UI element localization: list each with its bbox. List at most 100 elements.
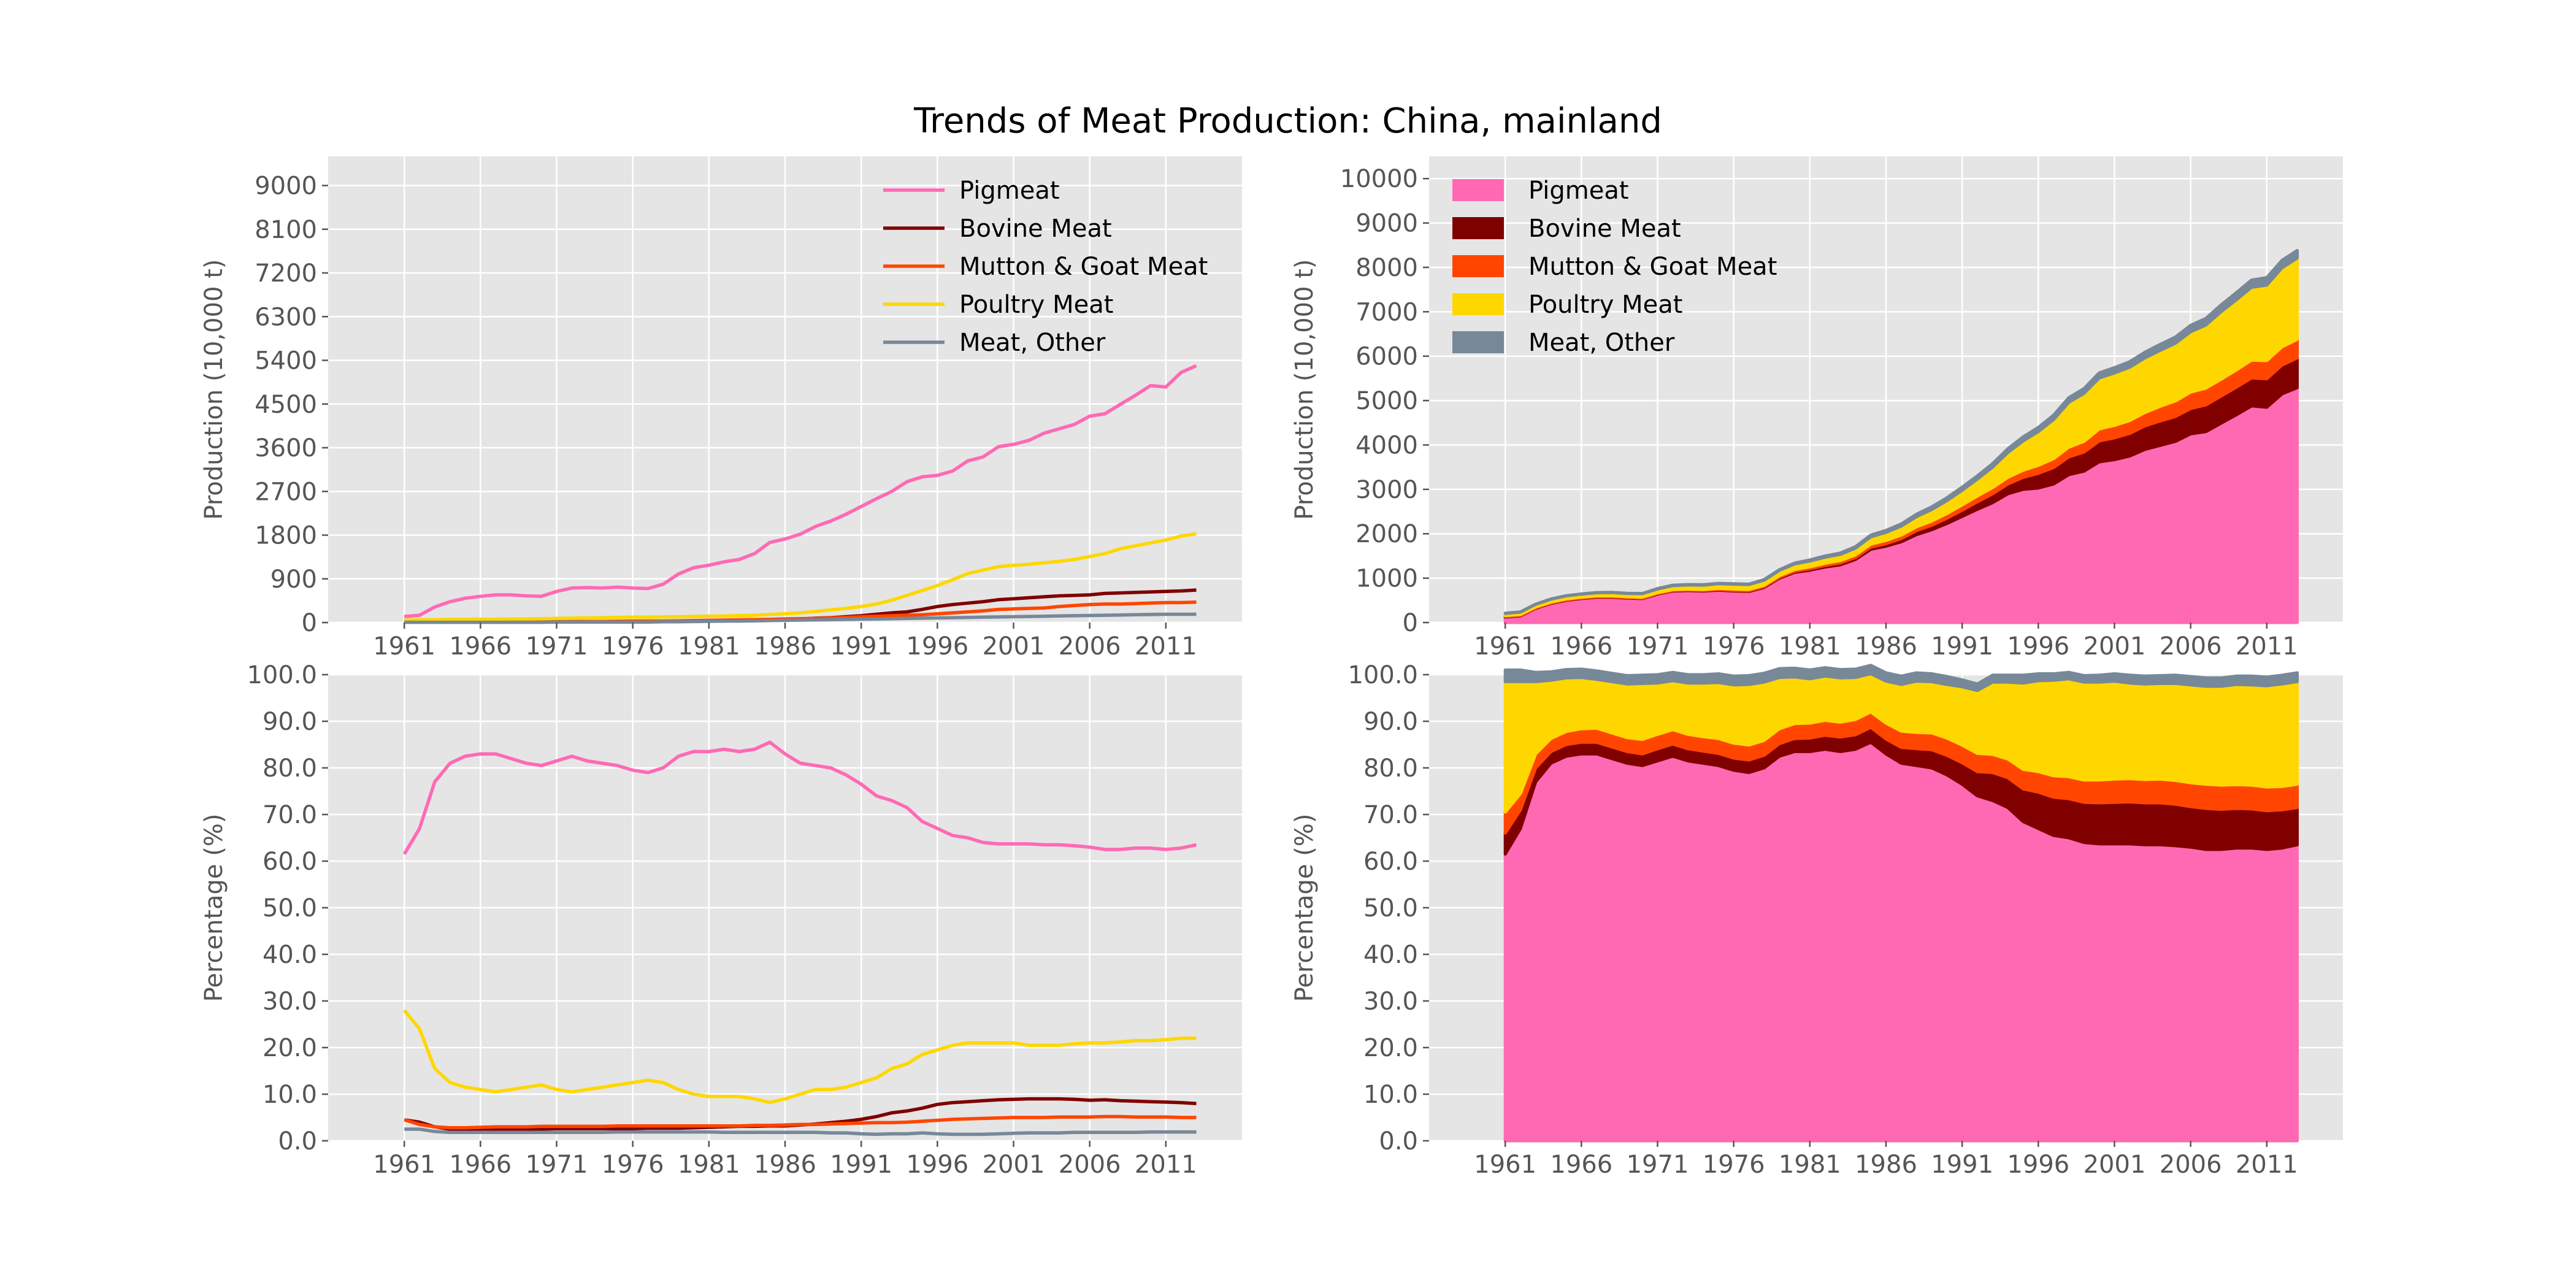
series-area-meat-other	[1503, 664, 2299, 692]
series-line-meat-other	[404, 1127, 1197, 1137]
y-tick-label: 80.0	[1363, 754, 1418, 783]
legend-label-bovine-meat: Bovine Meat	[959, 215, 1112, 243]
x-tick-label: 2001	[983, 1151, 1045, 1179]
legend-label-poultry-meat: Poultry Meat	[1528, 291, 1682, 319]
x-tick-label: 1991	[1931, 1151, 1993, 1179]
figure-title: Trends of Meat Production: China, mainla…	[913, 101, 1662, 141]
y-tick-label: 0	[302, 609, 317, 637]
chart-panels: 1961 1966 1971 1976 1981 1986 1991 1996 2001 2006…	[200, 156, 2343, 1179]
y-tick-label: 3000	[1355, 476, 1418, 504]
y-tick-label: 80.0	[263, 754, 317, 783]
x-tick-label: 1966	[1550, 1151, 1612, 1179]
x-tick-label: 1986	[1855, 632, 1917, 661]
legend: Pigmeat Bovine Meat Mutton & Goat Meat Poul…	[883, 177, 1208, 357]
legend-swatch-poultry-meat	[1452, 293, 1504, 315]
x-tick-label: 1966	[449, 632, 512, 661]
y-tick-label: 9000	[255, 172, 317, 201]
y-tick-label: 50.0	[263, 894, 317, 922]
legend: Pigmeat Bovine Meat Mutton & Goat Meat Poul…	[1452, 177, 1777, 357]
x-tick-label: 1961	[373, 1151, 435, 1179]
chart-top-left: 1961 1966 1971 1976 1981 1986 1991 1996 2001 2006…	[200, 156, 1242, 661]
y-tick-label: 100.0	[1347, 661, 1418, 689]
y-tick-label: 10.0	[1363, 1081, 1418, 1109]
x-tick-label: 1986	[754, 1151, 816, 1179]
x-tick-label: 2001	[2083, 632, 2146, 661]
y-tick-label: 90.0	[1363, 708, 1418, 736]
chart-marks	[404, 364, 1197, 624]
legend-label-meat-other: Meat, Other	[1528, 329, 1675, 357]
series-area-meat-other	[1503, 248, 2299, 615]
x-tick-label: 2001	[2083, 1151, 2146, 1179]
y-tick-label: 30.0	[1363, 987, 1418, 1016]
y-axis-label: Percentage (%)	[1290, 814, 1319, 1002]
x-tick-label: 2011	[2236, 632, 2298, 661]
x-tick-label: 1981	[678, 1151, 740, 1179]
y-tick-label: 1800	[255, 522, 317, 550]
x-tick-label: 2006	[2160, 632, 2222, 661]
x-tick-label: 2011	[1135, 632, 1197, 661]
y-tick-label: 20.0	[263, 1034, 317, 1062]
y-tick-label: 0	[1403, 609, 1418, 637]
chart-bottom-right: 1961 1966 1971 1976 1981 1986 1991 1996 2001 2006…	[1290, 661, 2343, 1179]
x-tick-label: 1996	[906, 632, 968, 661]
y-tick-label: 100.0	[247, 661, 317, 689]
y-tick-label: 2700	[255, 478, 317, 506]
x-tick-label: 1976	[602, 632, 664, 661]
x-tick-label: 2001	[983, 632, 1045, 661]
x-tick-label: 1971	[526, 632, 588, 661]
x-tick-label: 1961	[1474, 632, 1536, 661]
x-tick-label: 2011	[2236, 1151, 2298, 1179]
chart-marks	[402, 740, 1197, 1137]
legend-swatch-mutton-and-goat-meat	[1452, 255, 1504, 277]
y-tick-label: 5000	[1355, 387, 1418, 415]
y-tick-label: 90.0	[263, 708, 317, 736]
y-tick-label: 9000	[1355, 210, 1418, 238]
legend-swatch-bovine-meat	[1452, 217, 1504, 239]
x-tick-label: 1971	[526, 1151, 588, 1179]
y-axis-label: Percentage (%)	[200, 814, 228, 1002]
x-tick-label: 1961	[373, 632, 435, 661]
x-tick-label: 1986	[754, 632, 816, 661]
x-tick-label: 1996	[2007, 632, 2069, 661]
y-tick-label: 10000	[1340, 165, 1418, 193]
axis-ticks: 1961 1966 1971 1976 1981 1986 1991 1996 2001 2006…	[255, 172, 1197, 661]
y-tick-label: 0.0	[278, 1127, 317, 1156]
y-tick-label: 8100	[255, 216, 317, 244]
legend-label-meat-other: Meat, Other	[959, 329, 1106, 357]
legend-swatch-meat-other	[1452, 331, 1504, 353]
y-tick-label: 900	[270, 565, 317, 594]
legend-label-mutton-and-goat-meat: Mutton & Goat Meat	[959, 253, 1208, 281]
y-tick-label: 20.0	[1363, 1034, 1418, 1062]
y-tick-label: 6000	[1355, 343, 1418, 371]
y-tick-label: 50.0	[1363, 894, 1418, 922]
legend-label-poultry-meat: Poultry Meat	[959, 291, 1113, 319]
x-tick-label: 1966	[449, 1151, 512, 1179]
x-tick-label: 1976	[1703, 632, 1765, 661]
axis-ticks: 1961 1966 1971 1976 1981 1986 1991 1996 2001 2006…	[247, 661, 1197, 1179]
y-tick-label: 10.0	[263, 1081, 317, 1109]
chart-top-right: 1961 1966 1971 1976 1981 1986 1991 1996 2001 2006…	[1290, 156, 2343, 661]
x-tick-label: 2006	[1059, 632, 1121, 661]
series-line-pigmeat	[402, 740, 1197, 856]
x-tick-label: 1991	[830, 1151, 892, 1179]
legend-label-pigmeat: Pigmeat	[1528, 177, 1629, 205]
series-line-meat-other	[404, 612, 1197, 624]
x-tick-label: 1991	[830, 632, 892, 661]
x-tick-label: 2006	[2160, 1151, 2222, 1179]
series-line-poultry-meat	[404, 532, 1197, 622]
x-tick-label: 1981	[1779, 632, 1841, 661]
gridlines	[328, 156, 1242, 624]
x-tick-label: 1996	[2007, 1151, 2069, 1179]
y-tick-label: 70.0	[263, 801, 317, 829]
series-line-mutton-and-goat-meat	[404, 1114, 1197, 1130]
y-tick-label: 3600	[255, 434, 317, 462]
x-tick-label: 1996	[906, 1151, 968, 1179]
x-tick-label: 1971	[1627, 632, 1689, 661]
y-tick-label: 5400	[255, 347, 317, 375]
series-line-pigmeat	[404, 364, 1197, 618]
y-tick-label: 40.0	[1363, 941, 1418, 969]
x-tick-label: 1966	[1550, 632, 1612, 661]
y-axis-label: Production (10,000 t)	[1290, 259, 1319, 519]
y-tick-label: 30.0	[263, 987, 317, 1016]
y-tick-label: 8000	[1355, 254, 1418, 282]
